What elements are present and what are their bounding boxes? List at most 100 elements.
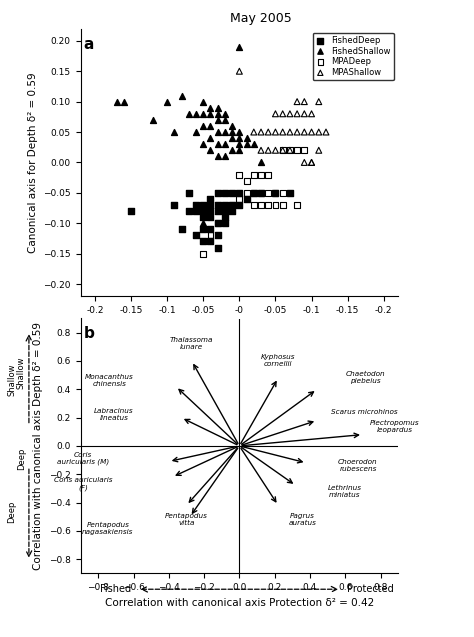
MPAShallow xyxy=(308,157,315,168)
FishedDeep xyxy=(185,206,192,216)
Text: Monacanthus
chinensis: Monacanthus chinensis xyxy=(85,375,134,387)
FishedShallow xyxy=(207,103,214,113)
MPAShallow xyxy=(322,127,330,137)
Text: Thalassoma
lunare: Thalassoma lunare xyxy=(170,338,213,350)
FishedDeep xyxy=(200,236,207,247)
FishedShallow xyxy=(236,42,243,52)
MPAShallow xyxy=(250,127,257,137)
Text: Deep: Deep xyxy=(17,447,26,470)
MPADeep xyxy=(250,169,257,180)
FishedShallow xyxy=(214,109,221,119)
Text: Shallow: Shallow xyxy=(17,356,26,389)
Text: Plectropomus
leopardus: Plectropomus leopardus xyxy=(370,420,419,433)
MPADeep xyxy=(236,194,243,204)
FishedDeep xyxy=(221,212,229,222)
FishedDeep xyxy=(207,194,214,204)
FishedDeep xyxy=(272,188,279,198)
FishedShallow xyxy=(257,157,265,168)
FishedShallow xyxy=(236,145,243,155)
FishedShallow xyxy=(200,121,207,131)
MPAShallow xyxy=(308,127,315,137)
FishedDeep xyxy=(207,206,214,216)
FishedShallow xyxy=(221,127,229,137)
FishedDeep xyxy=(185,188,192,198)
FishedDeep xyxy=(192,200,200,210)
FishedShallow xyxy=(214,103,221,113)
MPADeep xyxy=(243,188,250,198)
FishedDeep xyxy=(207,200,214,210)
MPADeep xyxy=(264,169,272,180)
Text: Pagrus
auratus: Pagrus auratus xyxy=(289,513,317,526)
FishedDeep xyxy=(228,200,236,210)
Text: May 2005: May 2005 xyxy=(230,12,292,25)
Y-axis label: Canonical axis for Depth δ² = 0.59: Canonical axis for Depth δ² = 0.59 xyxy=(27,72,37,253)
Text: Shallow: Shallow xyxy=(8,363,16,396)
MPADeep xyxy=(272,200,279,210)
FishedShallow xyxy=(207,133,214,143)
Text: Coris
auricularis (M): Coris auricularis (M) xyxy=(56,452,109,466)
MPAShallow xyxy=(286,109,294,119)
MPAShallow xyxy=(301,97,308,107)
FishedDeep xyxy=(200,212,207,222)
FishedShallow xyxy=(200,97,207,107)
MPADeep xyxy=(207,231,214,241)
Text: Labracinus
lineatus: Labracinus lineatus xyxy=(94,408,134,421)
FishedDeep xyxy=(192,206,200,216)
FishedDeep xyxy=(171,200,178,210)
FishedDeep xyxy=(236,188,243,198)
Y-axis label: Correlation with canonical axis Depth δ² = 0.59: Correlation with canonical axis Depth δ²… xyxy=(34,322,44,570)
FishedShallow xyxy=(207,121,214,131)
MPAShallow xyxy=(308,109,315,119)
MPAShallow xyxy=(286,127,294,137)
FishedShallow xyxy=(149,115,156,125)
Text: Scarus microhinos: Scarus microhinos xyxy=(331,409,398,415)
Text: a: a xyxy=(84,37,94,52)
FishedShallow xyxy=(113,97,120,107)
FishedDeep xyxy=(207,212,214,222)
FishedDeep xyxy=(214,206,221,216)
MPADeep xyxy=(214,218,221,228)
MPADeep xyxy=(279,145,286,155)
Text: Pentapodus
nagasakiensis: Pentapodus nagasakiensis xyxy=(82,522,134,534)
FishedShallow xyxy=(200,109,207,119)
MPADeep xyxy=(264,188,272,198)
Text: Kyphosus
cornellii: Kyphosus cornellii xyxy=(261,354,295,368)
FishedShallow xyxy=(221,151,229,161)
FishedShallow xyxy=(228,133,236,143)
Text: Choerodon
rubescens: Choerodon rubescens xyxy=(338,459,378,472)
FishedShallow xyxy=(236,139,243,149)
X-axis label: Canonical axis for Protection δ² = 0.42: Canonical axis for Protection δ² = 0.42 xyxy=(138,320,340,331)
MPAShallow xyxy=(315,127,322,137)
Text: Pentapodus
vitta: Pentapodus vitta xyxy=(165,513,208,526)
Text: b: b xyxy=(84,326,95,341)
Text: Fished: Fished xyxy=(100,584,131,594)
FishedShallow xyxy=(243,139,250,149)
FishedDeep xyxy=(200,224,207,234)
FishedDeep xyxy=(207,236,214,247)
FishedShallow xyxy=(221,139,229,149)
FishedDeep xyxy=(214,218,221,228)
FishedDeep xyxy=(250,188,257,198)
MPAShallow xyxy=(301,109,308,119)
FishedShallow xyxy=(250,139,257,149)
MPADeep xyxy=(200,248,207,259)
MPADeep xyxy=(236,169,243,180)
FishedShallow xyxy=(214,139,221,149)
MPAShallow xyxy=(301,127,308,137)
MPAShallow xyxy=(264,145,272,155)
FishedDeep xyxy=(128,206,135,216)
FishedShallow xyxy=(214,115,221,125)
MPADeep xyxy=(257,169,265,180)
MPADeep xyxy=(221,206,229,216)
FishedDeep xyxy=(221,218,229,228)
MPADeep xyxy=(279,200,286,210)
FishedShallow xyxy=(200,218,207,228)
Text: Lethrinus
miniatus: Lethrinus miniatus xyxy=(328,485,362,497)
FishedShallow xyxy=(185,109,192,119)
MPAShallow xyxy=(301,157,308,168)
FishedShallow xyxy=(207,109,214,119)
X-axis label: Correlation with canonical axis Protection δ² = 0.42: Correlation with canonical axis Protecti… xyxy=(105,598,374,608)
MPADeep xyxy=(243,176,250,186)
FishedShallow xyxy=(192,109,200,119)
MPADeep xyxy=(301,145,308,155)
